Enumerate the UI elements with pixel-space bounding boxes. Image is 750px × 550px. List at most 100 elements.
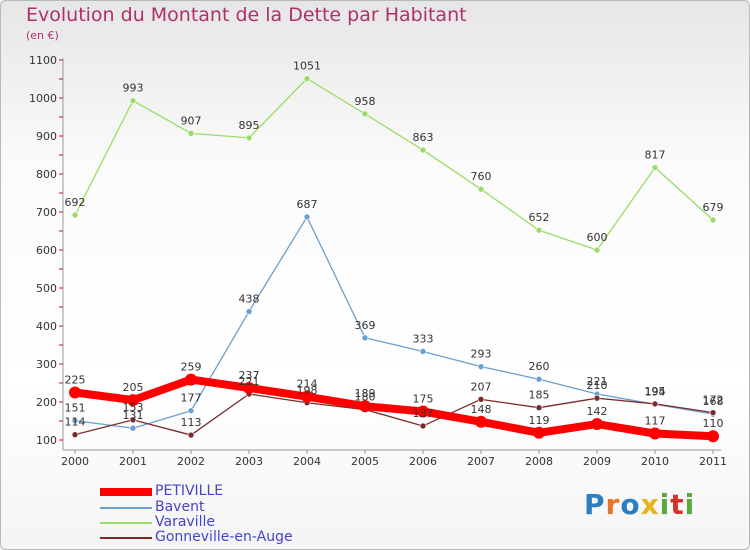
data-point-gonneville	[71, 431, 79, 438]
y-tick-label: 900	[36, 130, 57, 143]
y-tick-label: 1100	[29, 54, 57, 67]
x-tick-label: 2006	[409, 455, 437, 468]
y-tick-label: 300	[36, 358, 57, 371]
logo-letter: P	[584, 488, 606, 521]
legend-item-varaville[interactable]: Varaville	[100, 514, 360, 531]
x-tick-label: 2007	[467, 455, 495, 468]
data-label-petiville: 142	[587, 405, 608, 418]
data-label-bavent: 369	[355, 319, 376, 332]
data-label-gonneville: 153	[123, 401, 144, 414]
data-label-gonneville: 198	[297, 384, 318, 397]
data-point-bavent	[129, 424, 137, 432]
proxiti-logo: Proxiti	[584, 488, 695, 521]
legend-label: Varaville	[155, 514, 215, 530]
series-line-gonneville	[74, 393, 714, 436]
data-label-varaville: 1051	[293, 60, 321, 73]
legend-item-bavent[interactable]: Bavent	[100, 499, 360, 516]
x-tick-label: 2005	[351, 455, 379, 468]
data-point-varaville	[651, 164, 659, 171]
data-label-varaville: 907	[181, 114, 202, 127]
x-tick-label: 2003	[235, 455, 263, 468]
data-label-varaville: 958	[355, 95, 376, 108]
data-point-petiville	[301, 390, 313, 403]
y-tick-label: 700	[36, 206, 57, 219]
data-label-bavent: 151	[65, 402, 86, 415]
data-label-bavent: 177	[181, 392, 202, 405]
data-label-bavent: 131	[123, 409, 144, 422]
legend-item-gonneville[interactable]: Gonneville-en-Auge	[100, 529, 360, 546]
series-line-petiville	[71, 375, 717, 441]
series-line-varaville	[74, 77, 714, 251]
legend-item-petiville[interactable]: PETIVILLE	[100, 483, 360, 500]
data-point-varaville	[709, 216, 717, 224]
data-point-petiville	[359, 400, 371, 413]
data-point-bavent	[535, 375, 543, 383]
data-point-varaville	[187, 130, 195, 137]
x-tick-label: 2008	[525, 455, 553, 468]
data-label-varaville: 652	[529, 211, 550, 224]
data-label-varaville: 692	[65, 196, 86, 209]
data-point-petiville	[475, 415, 487, 428]
y-tick-label: 100	[36, 434, 57, 447]
data-point-varaville	[419, 146, 427, 154]
data-label-varaville: 817	[645, 149, 666, 162]
y-tick-label: 600	[36, 244, 57, 257]
data-label-bavent: 221	[587, 375, 608, 388]
data-label-petiville: 175	[413, 393, 434, 406]
data-point-petiville	[649, 427, 661, 440]
data-label-gonneville: 114	[65, 416, 86, 429]
data-label-varaville: 993	[123, 82, 144, 95]
data-label-bavent: 333	[413, 332, 434, 345]
data-point-varaville	[477, 185, 485, 193]
data-label-petiville: 110	[703, 417, 724, 430]
data-label-varaville: 679	[703, 201, 724, 214]
y-tick-label: 400	[36, 320, 57, 333]
data-point-gonneville	[187, 431, 195, 439]
data-label-bavent: 168	[703, 395, 724, 408]
data-label-petiville: 225	[65, 374, 86, 387]
data-label-petiville: 259	[181, 361, 202, 374]
chart-title: Evolution du Montant de la Dette par Hab…	[26, 4, 467, 26]
data-label-gonneville: 207	[471, 380, 492, 393]
data-label-bavent: 260	[529, 360, 550, 373]
logo-letter: r	[605, 488, 621, 521]
y-tick-label: 800	[36, 168, 57, 181]
logo-letter: i	[684, 488, 696, 521]
data-point-bavent	[245, 308, 253, 315]
y-tick-label: 200	[36, 396, 57, 409]
data-point-bavent	[71, 417, 79, 424]
data-label-varaville: 863	[413, 131, 434, 144]
data-point-petiville	[417, 405, 429, 418]
x-tick-label: 2009	[583, 455, 611, 468]
data-point-gonneville	[477, 396, 485, 403]
data-point-bavent	[187, 407, 195, 415]
data-point-gonneville	[709, 409, 717, 416]
legend-swatch-bavent	[100, 507, 152, 509]
y-tick-label: 1000	[29, 92, 57, 105]
data-label-gonneville: 113	[181, 416, 202, 429]
data-point-petiville	[533, 426, 545, 439]
data-point-petiville	[185, 373, 197, 386]
data-label-gonneville: 210	[587, 379, 608, 392]
legend-swatch-gonneville	[100, 537, 152, 539]
x-tick-label: 2002	[177, 455, 205, 468]
data-point-gonneville	[419, 422, 427, 430]
data-point-petiville	[591, 418, 603, 431]
series-line-bavent	[74, 216, 714, 429]
data-label-gonneville: 180	[355, 391, 376, 404]
legend-swatch-petiville	[100, 488, 152, 496]
logo-letter: o	[620, 488, 641, 521]
data-point-gonneville	[651, 400, 659, 408]
data-point-bavent	[361, 334, 369, 342]
data-point-gonneville	[535, 404, 543, 412]
logo-letter: i	[659, 488, 671, 521]
data-point-varaville	[593, 246, 601, 254]
data-label-varaville: 600	[587, 231, 608, 244]
legend-label: Bavent	[155, 499, 205, 515]
data-label-gonneville: 221	[239, 375, 260, 388]
x-tick-label: 2011	[699, 455, 727, 468]
data-point-varaville	[129, 97, 137, 104]
data-label-varaville: 895	[239, 119, 260, 132]
logo-letter: t	[670, 488, 685, 521]
